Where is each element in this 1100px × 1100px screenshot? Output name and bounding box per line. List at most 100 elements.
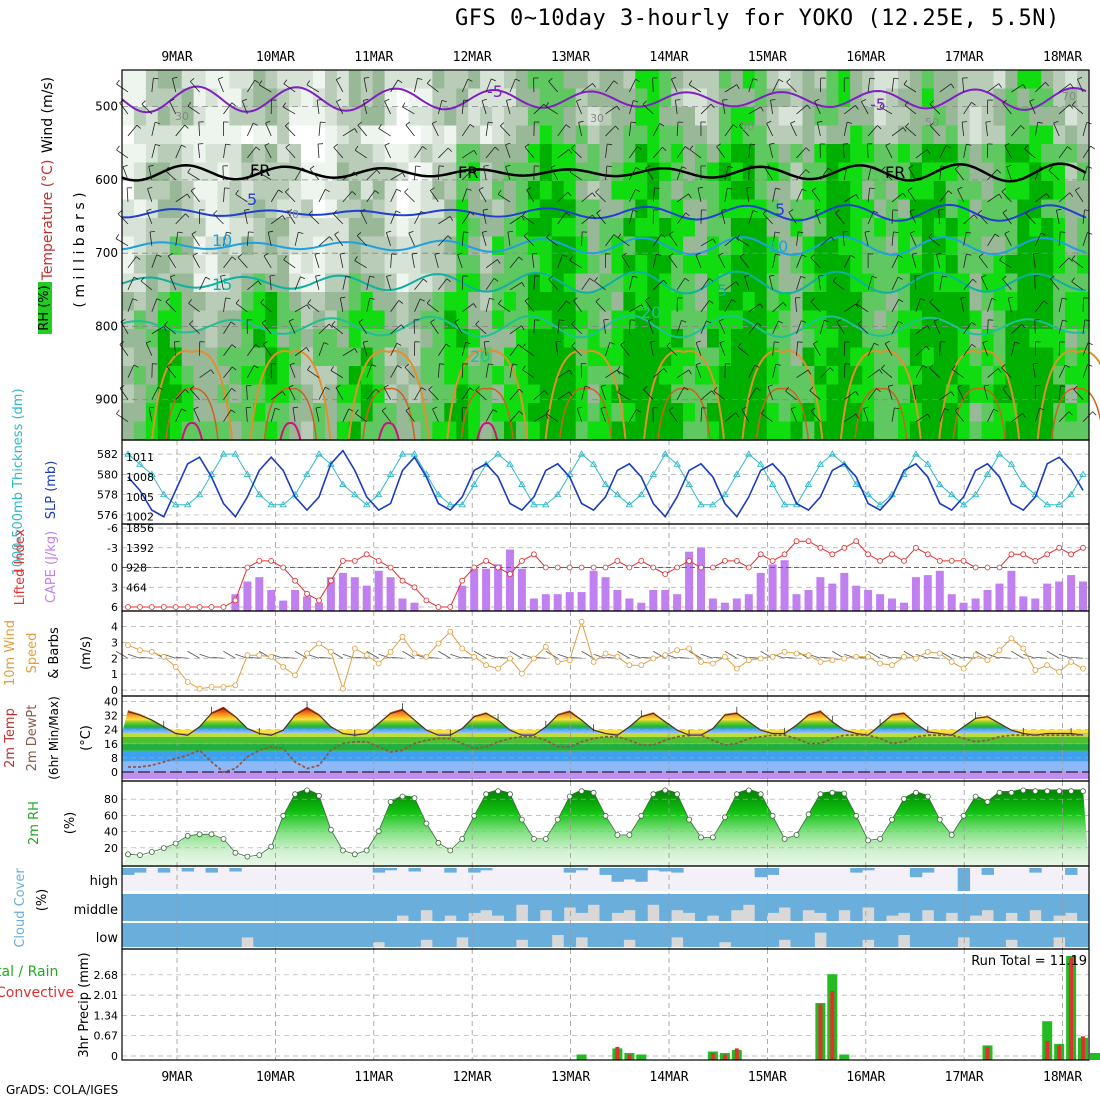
rh-shade-cell [372,329,386,349]
wind10-label-1: 10m Wind [3,620,18,686]
wind-barb-flag [148,164,154,167]
wind-barb [595,191,606,203]
wind-barb [222,165,224,180]
rh-shade-cell [480,162,493,182]
wind-barb [390,300,400,313]
rh-shade-cell [898,421,911,441]
rh-shade-cell [348,255,362,275]
wind-barb [316,100,320,115]
thickness-line-point [148,470,156,477]
rh-shade-cell [635,88,648,108]
rh-shade-cell [993,199,1006,219]
rh-shade-cell [862,144,875,164]
wind-barb [843,363,846,378]
wind-barb-flag [339,252,345,255]
wind-barb-flag [432,120,437,124]
date-label-top: 9MAR [161,50,192,65]
wind-barb [414,146,423,159]
wind-barb [175,144,182,159]
wind-barb [772,320,779,334]
cape-bar [374,570,383,611]
rh-shade-cell [313,403,326,423]
rh-shade-cell [408,181,421,201]
wind10-speed-line-point [507,655,513,662]
contour-35-lobe [476,422,499,441]
wind-barb [127,298,134,312]
wind-barb [330,370,344,379]
cloud-bar [336,923,350,947]
lifted-index-line-point [316,597,322,604]
wind-barb [652,234,662,247]
wind-barb [1082,209,1085,224]
wind-barb-flag [736,233,741,239]
rh-shade-cell [384,107,398,127]
wind-barb [912,385,917,400]
rh-shade-cell [707,144,720,164]
wind-barb [676,146,686,159]
thickness-line-point [446,500,455,508]
wind-barb [697,188,702,202]
wind-barb [356,235,368,247]
thickness-line-point [1007,460,1016,467]
rh-shade-cell [277,125,290,145]
wind-barb-flag [907,187,913,191]
wind-barb-flag [292,406,299,409]
li-tick-label: -3 [107,542,118,555]
wind-barb-flag [1068,411,1073,416]
rh-shade-cell [563,310,577,330]
wind-barb-flag [400,324,405,329]
rh-shade-cell [1077,384,1090,404]
rh-shade-cell [122,421,135,441]
lifted-index-line-point [447,604,454,610]
wind-barb-flag [774,341,780,343]
wind-barb-flag [791,406,797,410]
rh-shade-cell [133,329,147,349]
wind-barb-flag [1069,192,1074,197]
wind-barb [1082,411,1093,422]
lifted-index-line-point [148,604,155,610]
wind-barb-flag [888,384,894,387]
rh-shade-cell [217,199,230,219]
rh-shade-cell [886,125,899,145]
rh-shade-cell [348,199,362,219]
rh-shade-cell [1041,329,1054,349]
rh-shade-cell [969,88,983,108]
wind-barb-flag [1039,166,1045,169]
rh-shade-cell [313,347,326,367]
contour-25-lobe [938,349,1021,441]
wind-barb [1011,413,1023,423]
wind-barb [408,232,415,247]
cape-bar [315,602,323,611]
rh-shade-cell [229,218,242,238]
rh-shade-cell [480,144,493,164]
wind-barb [939,145,947,159]
rh-shade-cell [420,70,433,90]
cloud-bar [325,894,338,921]
rh-shade-cell [444,421,457,441]
rh-shade-cell [301,329,314,349]
rh2m-line-point [638,812,645,819]
wind-barb [963,214,975,225]
wind-barb [524,146,535,159]
rh-shade-cell [289,255,302,275]
wind-barb-flag [334,231,340,235]
rh-shade-cell [707,236,720,256]
rh2m-line-point [554,816,561,823]
rh-shade-cell [348,144,362,164]
rh-shade-cell [229,384,242,404]
cloud-bar [229,868,242,872]
cloud-bar [122,923,135,947]
rh-shade-cell [169,70,183,90]
rh-shade-cell [420,329,433,349]
wind-barb-flag [391,253,397,255]
rh-shade-cell [551,162,565,182]
wind-barb-flag [308,210,313,215]
rh-shade-cell [909,292,923,312]
wind-barb [605,342,611,356]
panel-frames [121,69,1090,1061]
wind10-speed-line-point [924,648,931,655]
wind-barb-flag [518,410,524,415]
lifted-index-line-point [125,604,131,610]
wind-barb-flag [405,407,411,411]
rh-shade-cell [289,292,302,312]
